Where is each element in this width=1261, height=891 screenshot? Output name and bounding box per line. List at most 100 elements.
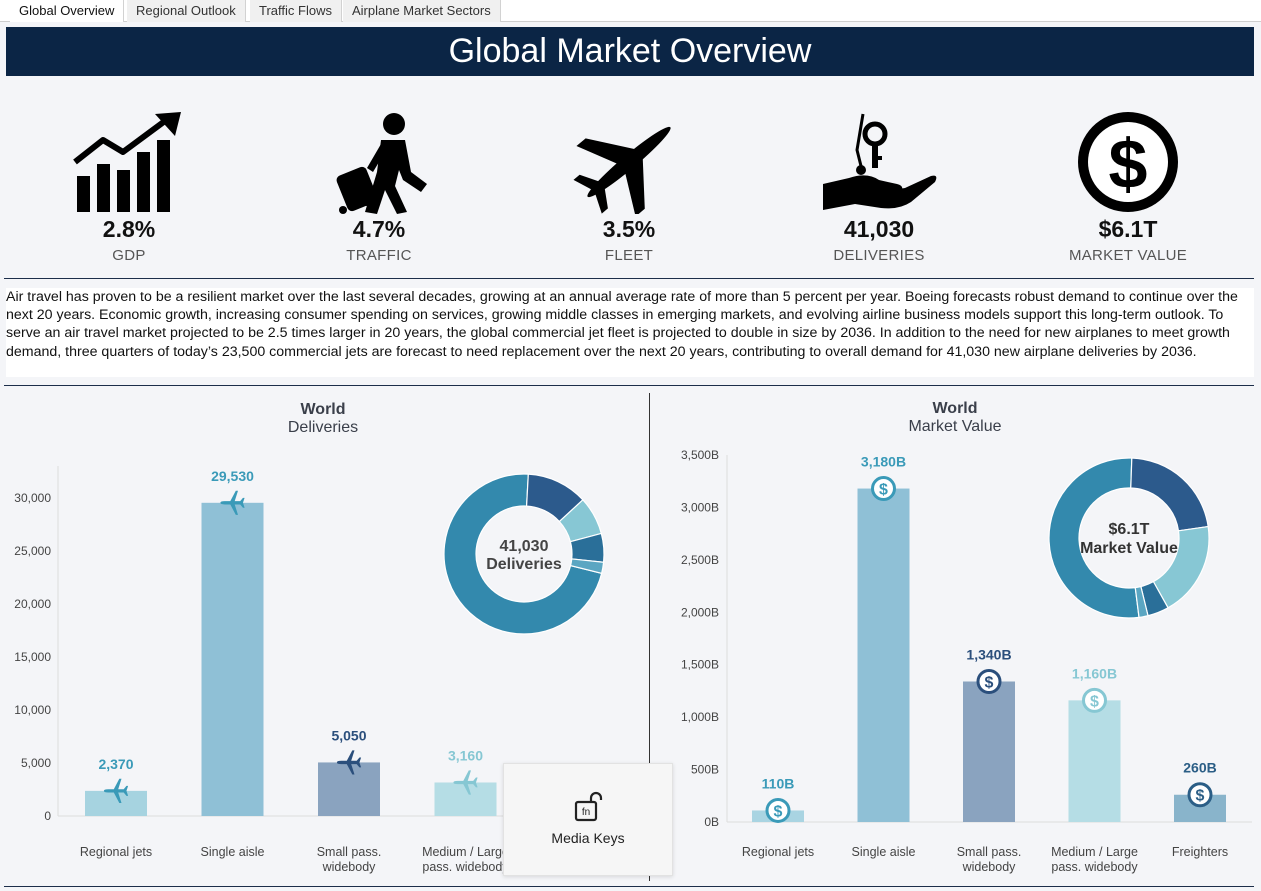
deliveries-chart-title: World Deliveries	[223, 401, 423, 437]
x-tick-label: Regional jets	[80, 845, 152, 859]
kpi-gdp: 2.8% GDP	[29, 110, 229, 264]
svg-text:$: $	[1196, 788, 1205, 805]
kpi-label: FLEET	[604, 247, 654, 264]
x-tick-label: Single aisle	[201, 845, 265, 859]
dollar-marker-icon: $	[871, 476, 896, 502]
tab-airplane-market-sectors[interactable]: Airplane Market Sectors	[343, 0, 501, 22]
data-label: 3,160	[448, 747, 483, 763]
y-tick-label: 3,500B	[681, 448, 719, 462]
kpi-label: GDP	[112, 247, 146, 264]
donut-slice	[1048, 457, 1140, 619]
chart-title: World	[300, 401, 346, 418]
data-label: 29,530	[211, 468, 254, 484]
kpi-value: 4.7%	[352, 216, 406, 242]
tab-regional-outlook[interactable]: Regional Outlook	[127, 0, 246, 22]
chart-subtitle: Market Value	[908, 418, 1002, 435]
y-tick-label: 2,500B	[681, 553, 719, 567]
svg-text:$: $	[774, 803, 783, 820]
svg-text:$: $	[1109, 125, 1148, 203]
y-tick-label: 5,000	[21, 756, 51, 770]
x-tick-label: widebody	[322, 860, 377, 874]
y-tick-label: 25,000	[14, 544, 51, 558]
dollar-icon: $	[1078, 112, 1178, 212]
tab-traffic-flows[interactable]: Traffic Flows	[250, 0, 342, 22]
y-tick-label: 30,000	[14, 491, 51, 505]
y-tick-label: 15,000	[14, 650, 51, 664]
x-tick-label: widebody	[962, 860, 1017, 874]
chart-subtitle: Deliveries	[287, 419, 359, 436]
x-tick-label: Regional jets	[742, 845, 814, 859]
x-tick-label: Freighters	[1172, 845, 1228, 859]
donut-center-value: 41,030	[500, 538, 549, 555]
summary-paragraph: Air travel has proven to be a resilient …	[6, 288, 1254, 377]
market-value-donut-chart	[1048, 457, 1210, 619]
kpi-deliveries: 41,030 DELIVERIES	[779, 110, 979, 264]
kpi-label: MARKET VALUE	[1068, 247, 1188, 264]
kpi-value: 3.5%	[602, 216, 656, 242]
data-label: 110B	[762, 775, 795, 791]
data-label: 260B	[1183, 760, 1216, 776]
dollar-marker-icon: $	[765, 797, 791, 823]
hand-key-icon	[823, 113, 937, 210]
x-tick-label: Single aisle	[852, 845, 916, 859]
data-label: 1,340B	[966, 646, 1011, 662]
donut-center-label: Market Value	[1080, 540, 1178, 557]
page-title: Global Market Overview	[6, 27, 1254, 76]
y-tick-label: 0B	[704, 815, 719, 829]
bar	[201, 502, 264, 816]
data-label: 2,370	[98, 756, 133, 772]
donut-center-value: $6.1T	[1109, 521, 1150, 538]
svg-text:$: $	[879, 482, 888, 499]
kpi-fleet: 3.5% FLEET	[529, 110, 729, 264]
market-chart-title: World Market Value	[855, 400, 1055, 436]
traveler-luggage-icon	[336, 113, 427, 214]
airplane-marker-icon	[453, 770, 478, 795]
dollar-marker-icon: $	[976, 668, 1002, 694]
svg-text:fn: fn	[582, 807, 590, 818]
donut-center-label: Deliveries	[486, 556, 562, 573]
divider	[4, 278, 1254, 279]
chart-title: World	[932, 400, 978, 417]
dollar-marker-icon: $	[1082, 687, 1107, 713]
svg-text:$: $	[985, 674, 994, 691]
airplane-icon	[573, 126, 671, 214]
airplane-marker-icon	[220, 490, 245, 515]
y-tick-label: 1,500B	[681, 658, 719, 672]
kpi-label: DELIVERIES	[833, 247, 925, 264]
y-tick-label: 500B	[691, 763, 719, 777]
donut-slice	[569, 558, 605, 575]
divider	[649, 393, 650, 881]
y-tick-label: 20,000	[14, 597, 51, 611]
deliveries-donut-chart	[443, 473, 605, 635]
data-label: 5,050	[331, 727, 366, 743]
dollar-marker-icon: $	[1187, 782, 1213, 808]
bar	[1068, 700, 1121, 822]
media-keys-popup[interactable]: fn Media Keys	[503, 763, 673, 876]
bar	[318, 762, 380, 816]
x-tick-label: Small pass.	[317, 845, 382, 859]
svg-text:$: $	[1090, 693, 1099, 710]
y-tick-label: 0	[44, 809, 51, 823]
fn-lock-icon: fn	[574, 791, 603, 822]
x-tick-label: Medium / Large	[422, 845, 509, 859]
bar	[963, 681, 1015, 822]
y-tick-label: 1,000B	[681, 710, 719, 724]
tab-global-overview[interactable]: Global Overview	[10, 0, 125, 22]
kpi-value: 41,030	[843, 216, 915, 242]
kpi-market-value: $ $6.1T MARKET VALUE	[1028, 110, 1228, 264]
y-tick-label: 3,000B	[681, 500, 719, 514]
x-tick-label: pass. widebody	[422, 860, 509, 874]
divider	[4, 385, 1254, 386]
y-tick-label: 2,000B	[681, 605, 719, 619]
kpi-traffic: 4.7% TRAFFIC	[279, 110, 479, 264]
airplane-marker-icon	[103, 778, 129, 803]
y-tick-label: 10,000	[14, 703, 51, 717]
kpi-value: 2.8%	[102, 216, 156, 242]
deliveries-bar-chart: 0 5,000 10,000 15,000 20,000 25,000 30,000 2,37…	[14, 466, 640, 874]
donut-slice	[443, 473, 603, 635]
divider	[4, 886, 1254, 887]
bar	[857, 488, 910, 822]
kpi-value: $6.1T	[1098, 216, 1158, 242]
popup-label: Media Keys	[551, 830, 625, 846]
